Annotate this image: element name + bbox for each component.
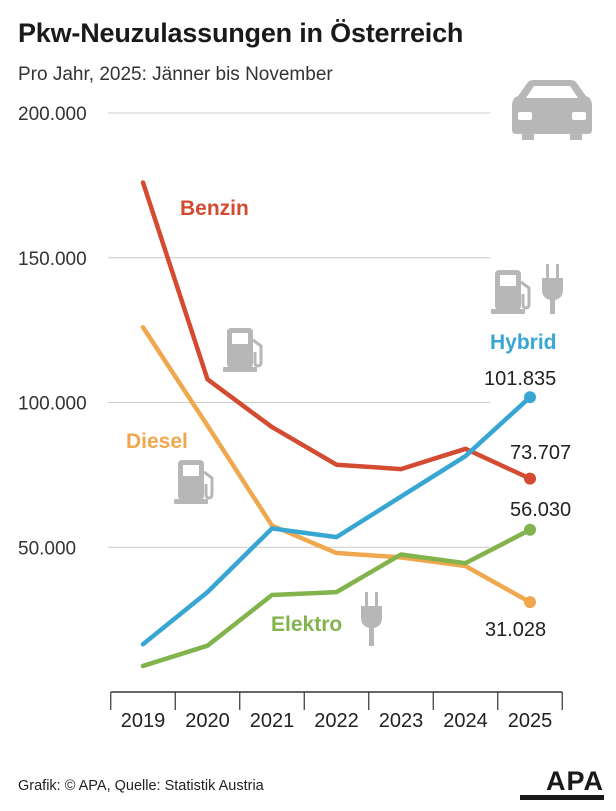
source-note: Grafik: © APA, Quelle: Statistik Austria xyxy=(18,778,264,794)
y-tick-label: 200.000 xyxy=(18,104,87,125)
end-point-hybrid xyxy=(524,391,536,404)
series-label-diesel: Diesel xyxy=(126,430,188,453)
y-tick-label: 50.000 xyxy=(18,538,76,559)
end-label-diesel: 31.028 xyxy=(485,619,546,641)
x-tick-label: 2021 xyxy=(250,710,295,732)
x-tick-label: 2025 xyxy=(508,710,553,732)
fuel-pump-icon xyxy=(491,270,531,314)
icon-layer xyxy=(174,80,592,646)
plug-icon xyxy=(542,264,563,314)
series-label-benzin: Benzin xyxy=(180,197,249,220)
end-label-hybrid: 101.835 xyxy=(484,368,556,390)
x-tick-label: 2019 xyxy=(121,710,166,732)
series-line-hybrid xyxy=(140,394,533,647)
y-tick-labels: 50.000 100.000 150.000 200.000 xyxy=(18,104,87,559)
series-label-hybrid: Hybrid xyxy=(490,331,557,354)
y-tick-label: 100.000 xyxy=(18,394,87,415)
plug-icon xyxy=(361,592,382,646)
chart-subtitle: Pro Jahr, 2025: Jänner bis November xyxy=(18,64,333,85)
apa-logo-bar xyxy=(520,795,604,800)
x-axis: 2019 2020 2021 2022 2023 2024 2025 xyxy=(110,691,563,732)
fuel-pump-icon xyxy=(223,328,263,372)
grid-layer xyxy=(108,112,490,548)
series-layer xyxy=(140,180,536,669)
x-tick-label: 2024 xyxy=(443,710,488,732)
end-point-diesel xyxy=(524,596,536,609)
end-point-elektro xyxy=(524,523,536,536)
x-tick-label: 2023 xyxy=(379,710,424,732)
end-label-elektro: 56.030 xyxy=(510,499,571,521)
series-line-benzin xyxy=(140,180,533,481)
x-tick-label: 2022 xyxy=(314,710,359,732)
chart-title: Pkw-Neuzulassungen in Österreich xyxy=(18,18,464,48)
series-label-elektro: Elektro xyxy=(271,613,342,636)
end-label-benzin: 73.707 xyxy=(510,442,571,464)
x-tick-label: 2020 xyxy=(185,710,230,732)
end-value-labels: 101.835 73.707 56.030 31.028 xyxy=(484,368,571,641)
car-icon xyxy=(512,80,592,140)
fuel-pump-icon xyxy=(174,460,214,504)
series-labels: Benzin Diesel Hybrid Elektro xyxy=(126,197,557,636)
end-point-benzin xyxy=(524,472,536,485)
apa-logo: APA xyxy=(545,766,604,796)
y-tick-label: 150.000 xyxy=(18,249,87,270)
